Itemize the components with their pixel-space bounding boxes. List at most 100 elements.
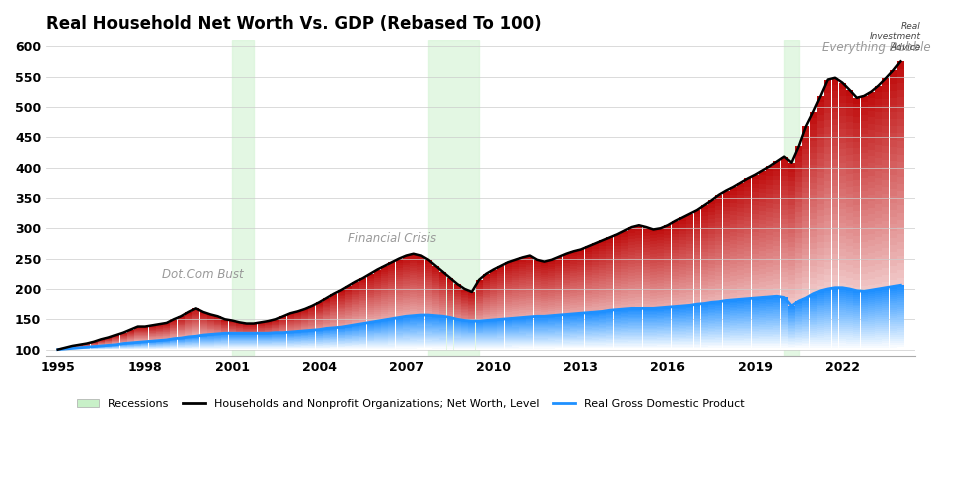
Bar [599,315,606,316]
Bar [417,328,425,329]
Bar [752,312,759,313]
Bar [643,291,649,295]
Bar [207,339,214,340]
Bar [570,339,577,340]
Bar [439,328,446,330]
Bar [498,321,504,322]
Bar [846,265,853,272]
Bar [759,308,766,310]
Bar [868,338,875,340]
Bar [650,247,657,251]
Bar [824,302,831,309]
Bar [381,283,388,284]
Bar [352,345,359,346]
Bar [425,318,432,320]
Bar [504,271,511,273]
Bar [403,274,409,277]
Bar [592,297,598,299]
Bar [773,288,781,293]
Bar [671,310,679,311]
Bar [171,330,177,331]
Bar [606,294,614,296]
Bar [447,320,454,321]
Bar [679,332,686,334]
Bar [722,306,730,310]
Bar [701,317,708,321]
Bar [425,347,432,350]
Bar [882,200,889,207]
Bar [330,328,338,329]
Bar [693,256,700,259]
Bar [665,238,671,241]
Bar [722,314,730,318]
Bar [585,320,592,321]
Bar [549,328,555,329]
Bar [657,316,665,319]
Bar [636,322,643,324]
Bar [846,343,853,346]
Bar [534,316,541,317]
Bar [250,347,257,348]
Bar [519,303,526,306]
Bar [432,291,439,293]
Bar [432,344,439,345]
Bar [824,327,831,329]
Bar [679,343,686,346]
Bar [279,337,287,338]
Bar [606,251,614,254]
Bar [309,344,316,345]
Bar [628,322,635,324]
Bar [461,313,468,315]
Bar [650,256,657,259]
Bar [381,348,388,349]
Bar [650,232,657,236]
Bar [693,307,700,309]
Bar [890,196,897,203]
Bar [396,270,403,272]
Bar [803,243,809,249]
Bar [643,315,649,317]
Bar [606,268,614,271]
Bar [636,259,643,263]
Bar [374,340,381,341]
Bar [360,335,366,336]
Bar [687,224,693,227]
Bar [323,349,330,350]
Bar [468,334,476,335]
Bar [366,297,374,298]
Bar [876,323,882,330]
Bar [374,344,381,345]
Bar [177,347,185,348]
Bar [301,310,308,311]
Bar [250,341,257,342]
Bar [628,337,635,339]
Bar [650,341,657,343]
Bar [432,341,439,343]
Bar [759,336,766,341]
Bar [461,312,468,313]
Bar [599,279,606,282]
Bar [766,332,773,334]
Bar [410,278,417,280]
Bar [803,149,809,154]
Bar [650,269,657,271]
Bar [461,333,468,334]
Bar [679,307,686,309]
Bar [338,300,344,302]
Bar [301,339,308,340]
Bar [614,332,620,335]
Bar [403,346,409,347]
Bar [345,340,352,341]
Bar [606,319,614,322]
Bar [599,332,606,333]
Bar [788,348,795,350]
Bar [701,339,708,342]
Bar [476,346,482,348]
Bar [846,291,853,298]
Bar [222,328,228,329]
Bar [294,344,301,345]
Bar [788,284,795,289]
Bar [854,332,860,334]
Bar [781,340,787,345]
Bar [599,348,606,350]
